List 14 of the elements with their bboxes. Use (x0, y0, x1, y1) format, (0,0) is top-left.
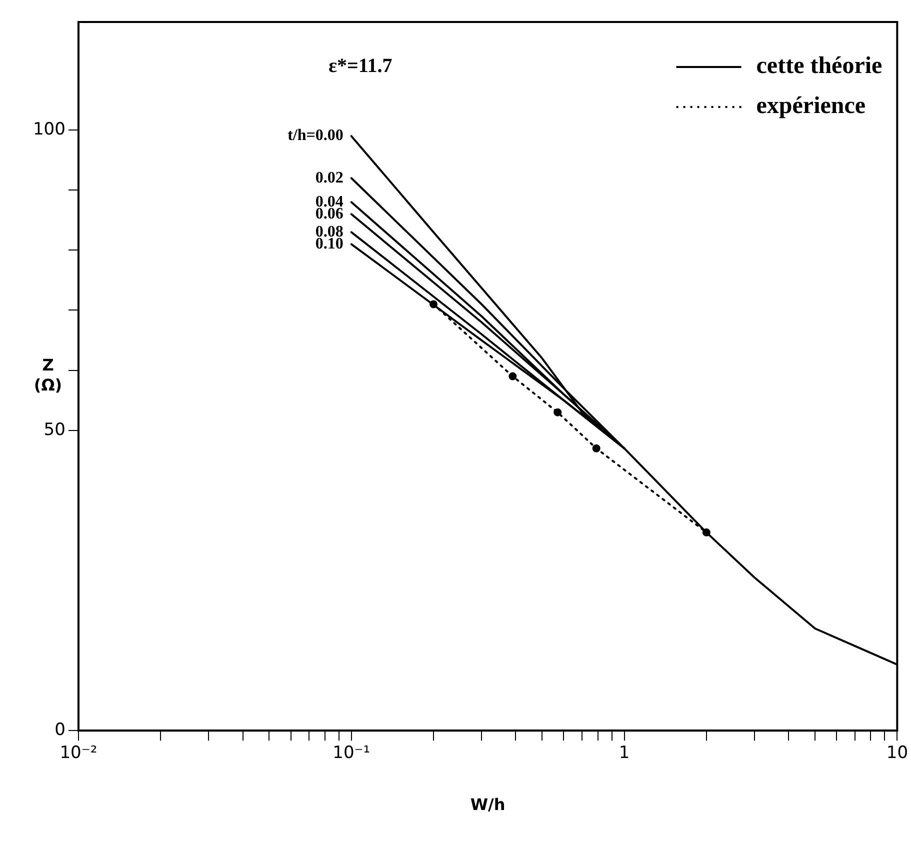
annotation: ε*=11.7 (328, 55, 392, 78)
x-tick-label: 10⁻¹ (332, 743, 370, 764)
x-tick-label: 1 (618, 743, 630, 764)
x-tick-label: 10 (886, 743, 908, 764)
y-tick-label: 0 (54, 720, 66, 740)
annotation: t/h=0.00 (288, 127, 344, 144)
y-tick-label: 100 (32, 120, 66, 140)
annotation: 0.02 (315, 169, 344, 186)
y-axis-title: Z (Ω) (34, 355, 62, 394)
x-axis-title: W/h (470, 794, 506, 814)
legend-label: cette théorie (756, 53, 883, 80)
legend-label: expérience (756, 93, 866, 120)
x-tick-label: 10⁻² (60, 743, 98, 764)
y-tick-label: 50 (44, 420, 66, 440)
